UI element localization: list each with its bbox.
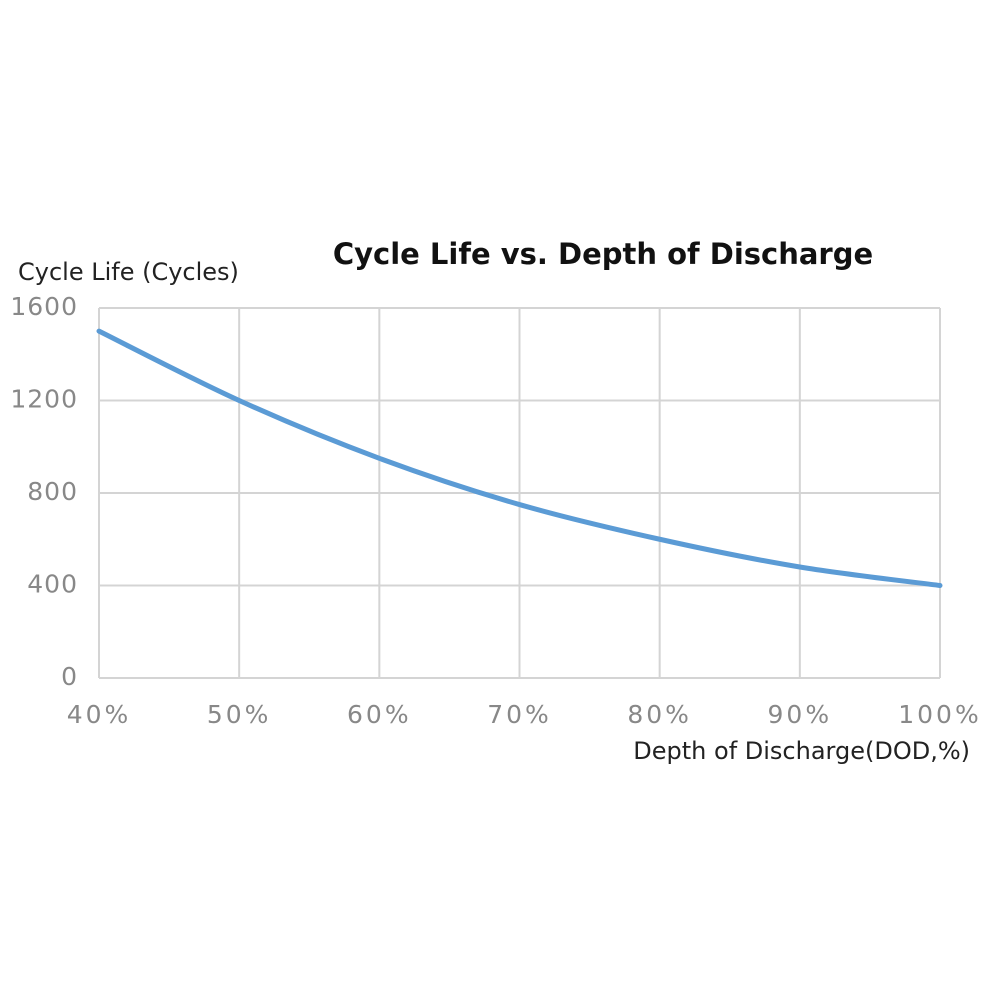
line <box>96 328 943 588</box>
y-tick-label: 400 <box>27 570 78 599</box>
y-tick-label: 800 <box>27 477 78 506</box>
y-tick-label: 0 <box>61 662 78 691</box>
x-tick-label: 80% <box>627 700 692 729</box>
x-tick-label: 90% <box>768 700 833 729</box>
y-axis-label: Cycle Life (Cycles) <box>18 258 239 286</box>
y-tick-label: 1600 <box>10 292 78 321</box>
y-tick-label: 1200 <box>10 385 78 414</box>
x-tick-label: 50% <box>207 700 272 729</box>
x-tick-label: 60% <box>347 700 412 729</box>
x-axis-label: Depth of Discharge(DOD,%) <box>633 737 970 765</box>
x-tick-label: 40% <box>67 700 132 729</box>
x-tick-label: 70% <box>487 700 552 729</box>
chart-title: Cycle Life vs. Depth of Discharge <box>333 237 873 271</box>
x-tick-label: 100% <box>898 700 981 729</box>
